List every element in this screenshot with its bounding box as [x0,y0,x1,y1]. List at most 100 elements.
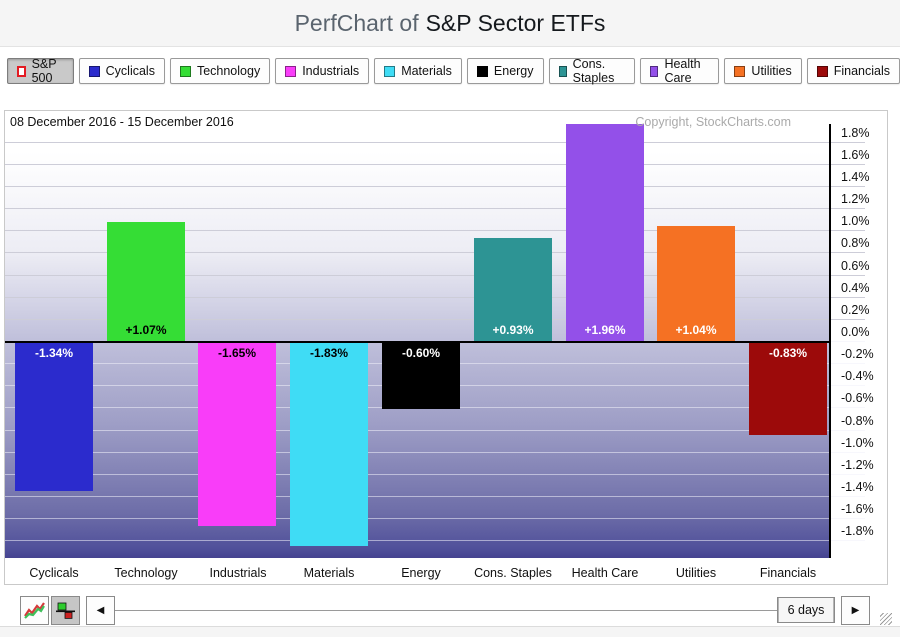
bar-value-label: -1.83% [309,346,349,360]
right-arrow-icon: ▶ [851,604,860,616]
y-axis-tick-label: -0.8% [841,414,874,428]
bar-health-care: +1.96% [566,124,644,341]
bar-utilities: +1.04% [657,226,735,341]
x-axis-label-cons-staples: Cons. Staples [474,566,552,580]
resize-grip[interactable] [880,613,892,625]
legend-label: Materials [401,64,452,78]
bar-financials: -0.83% [749,343,827,435]
legend-label: Financials [833,64,890,78]
slider-left-button[interactable]: ◀ [86,595,115,625]
bar-value-label: -1.34% [34,346,74,360]
legend-button-health-care[interactable]: Health Care [640,57,720,85]
copyright-label: Copyright, StockCharts.com [635,115,791,129]
legend-button-financials[interactable]: Financials [806,58,900,84]
legend-button-cyclicals[interactable]: Cyclicals [78,58,165,84]
energy-swatch-icon [476,65,488,77]
bar-materials: -1.83% [290,343,368,546]
gridline [5,518,865,519]
line-mode-button[interactable] [20,595,49,625]
y-axis-tick-label: 1.4% [841,170,870,184]
legend-label: S&P 500 [31,57,57,85]
slider-right-button[interactable]: ▶ [841,595,870,625]
gridline [5,430,865,431]
gridline [5,474,865,475]
legend-label: Energy [493,64,534,78]
gridline [5,208,865,209]
gridline [5,164,865,165]
gridline [5,252,865,253]
period-slider-thumb[interactable]: 6 days [777,597,835,623]
gridline [5,297,865,298]
legend-button-industrials[interactable]: Industrials [275,58,370,84]
bar-value-label: -0.60% [401,346,441,360]
page-header: PerfChart of S&P Sector ETFs [0,0,900,46]
y-axis-tick-label: 1.6% [841,148,870,162]
x-axis-label-materials: Materials [303,566,355,580]
sector-legend: S&P 500 Cyclicals Technology Industrials Mat… [7,57,900,85]
y-axis-tick-label: 0.0% [841,325,870,339]
x-axis-label-cyclicals: Cyclicals [29,566,79,580]
financials-swatch-icon [816,65,828,77]
gridline [5,319,865,320]
bar-industrials: -1.65% [198,343,276,526]
bar-cons-staples: +0.93% [474,238,552,341]
x-axis-label-utilities: Utilities [675,566,717,580]
legend-label: Utilities [751,64,792,78]
y-axis-tick-label: -1.0% [841,436,874,450]
y-axis-tick-label: -0.4% [841,369,874,383]
legend-label: Technology [196,64,261,78]
gridline [5,142,865,143]
perfchart-panel: S&P 500 Cyclicals Technology Industrials Mat… [0,46,900,627]
page-title-prefix: PerfChart of [294,9,419,36]
bar-value-label: +1.04% [675,323,717,337]
y-axis-tick-label: 0.8% [841,236,870,250]
bar-value-label: +1.07% [125,323,167,337]
histogram-mode-button[interactable] [51,595,80,625]
industrials-swatch-icon [285,65,297,77]
y-axis-tick-label: -1.6% [841,502,874,516]
x-axis-label-financials: Financials [759,566,817,580]
period-slider-track[interactable] [115,609,777,611]
bar-value-label: -1.65% [217,346,257,360]
y-axis-tick-label: -0.2% [841,347,874,361]
bar-value-label: -0.83% [768,346,808,360]
cyclicals-swatch-icon [88,65,100,77]
health-care-swatch-icon [650,65,659,77]
y-axis-tick-label: 0.4% [841,281,870,295]
legend-button-energy[interactable]: Energy [466,58,544,84]
line-chart-icon [24,601,45,619]
legend-button-utilities[interactable]: Utilities [724,58,802,84]
gridline [5,275,865,276]
x-axis-label-industrials: Industrials [209,566,267,580]
y-axis-line [829,124,831,558]
materials-swatch-icon [384,65,396,77]
histogram-icon [56,602,75,619]
gridline [5,540,865,541]
y-axis-tick-label: 1.8% [841,126,870,140]
legend-button-materials[interactable]: Materials [374,58,462,84]
y-axis-tick-label: 0.6% [841,259,870,273]
bar-value-label: +0.93% [492,323,534,337]
bar-value-label: +1.96% [584,323,626,337]
gridline [5,230,865,231]
y-axis-tick-label: 1.0% [841,214,870,228]
utilities-swatch-icon [734,65,746,77]
technology-swatch-icon [179,65,191,77]
gridline [5,496,865,497]
page-title-main: S&P Sector ETFs [425,9,606,36]
date-range-label: 08 December 2016 - 15 December 2016 [10,115,234,129]
y-axis-tick-label: -0.6% [841,391,874,405]
x-axis-label-health-care: Health Care [571,566,639,580]
left-arrow-icon: ◀ [96,604,105,616]
y-axis-tick-label: 1.2% [841,192,870,206]
y-axis-tick-label: 0.2% [841,303,870,317]
legend-button-technology[interactable]: Technology [169,58,271,84]
chart-toolbar: ◀ 6 days ▶ [20,595,870,625]
y-axis-tick-label: -1.4% [841,480,874,494]
legend-button-s-p-500[interactable]: S&P 500 [7,57,74,85]
bar-cyclicals: -1.34% [15,343,93,491]
x-axis-label-technology: Technology [114,566,178,580]
slider-value-label: 6 days [787,603,825,617]
legend-button-cons-staples[interactable]: Cons. Staples [548,57,636,85]
